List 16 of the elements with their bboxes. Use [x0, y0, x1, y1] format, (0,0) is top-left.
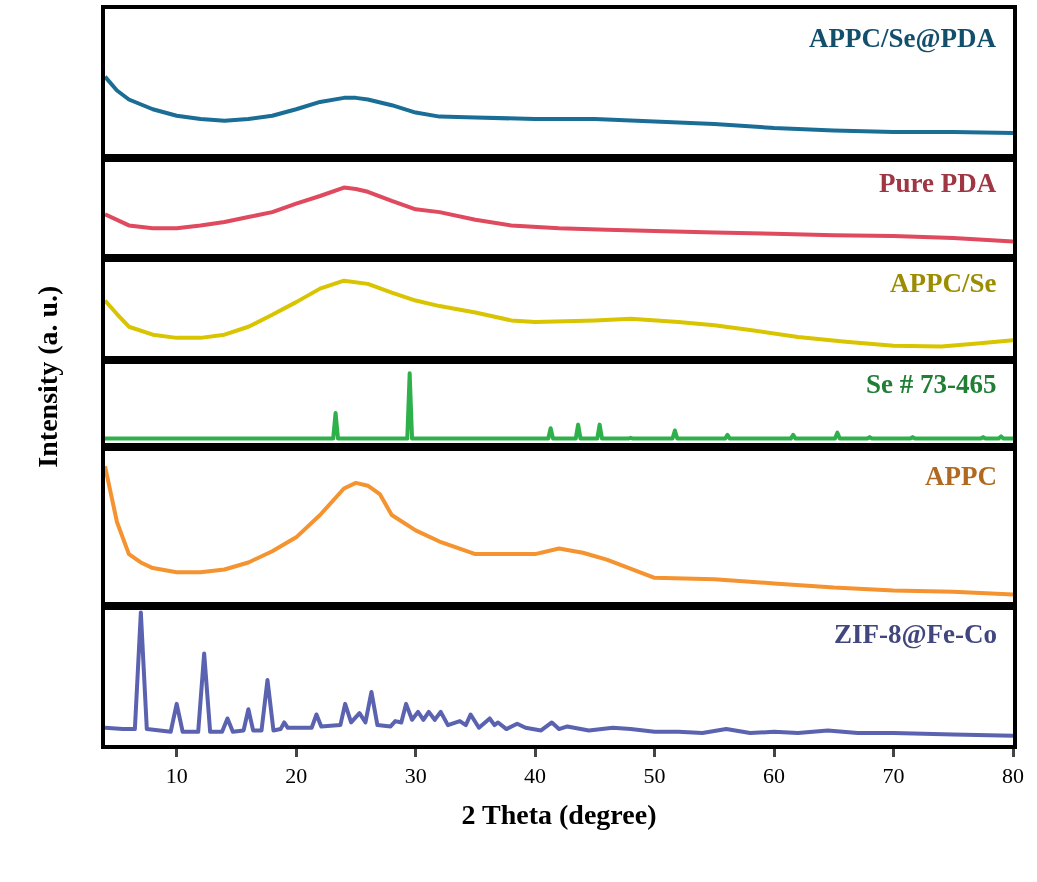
- x-tick-label: 60: [763, 763, 786, 789]
- x-tick-label: 70: [882, 763, 905, 789]
- text: APPC/Se@PDA: [809, 23, 997, 53]
- x-tick-label: 40: [524, 763, 547, 789]
- text: ZIF-8@Fe-Co: [834, 619, 998, 649]
- x-tick-label: 50: [643, 763, 666, 789]
- series-label: Se # 73-465: [866, 369, 997, 399]
- series-label: Pure PDA: [879, 168, 997, 198]
- x-tick-label: 80: [1002, 763, 1024, 789]
- x-axis-title: 2 Theta (degree): [461, 799, 657, 830]
- x-tick-label: 30: [404, 763, 427, 789]
- series-label: APPC/Se: [890, 268, 997, 298]
- text: APPC: [925, 461, 997, 491]
- x-tick-label: 20: [285, 763, 308, 789]
- y-axis-title: Intensity (a. u.): [31, 285, 63, 468]
- x-tick-label: 10: [165, 763, 188, 789]
